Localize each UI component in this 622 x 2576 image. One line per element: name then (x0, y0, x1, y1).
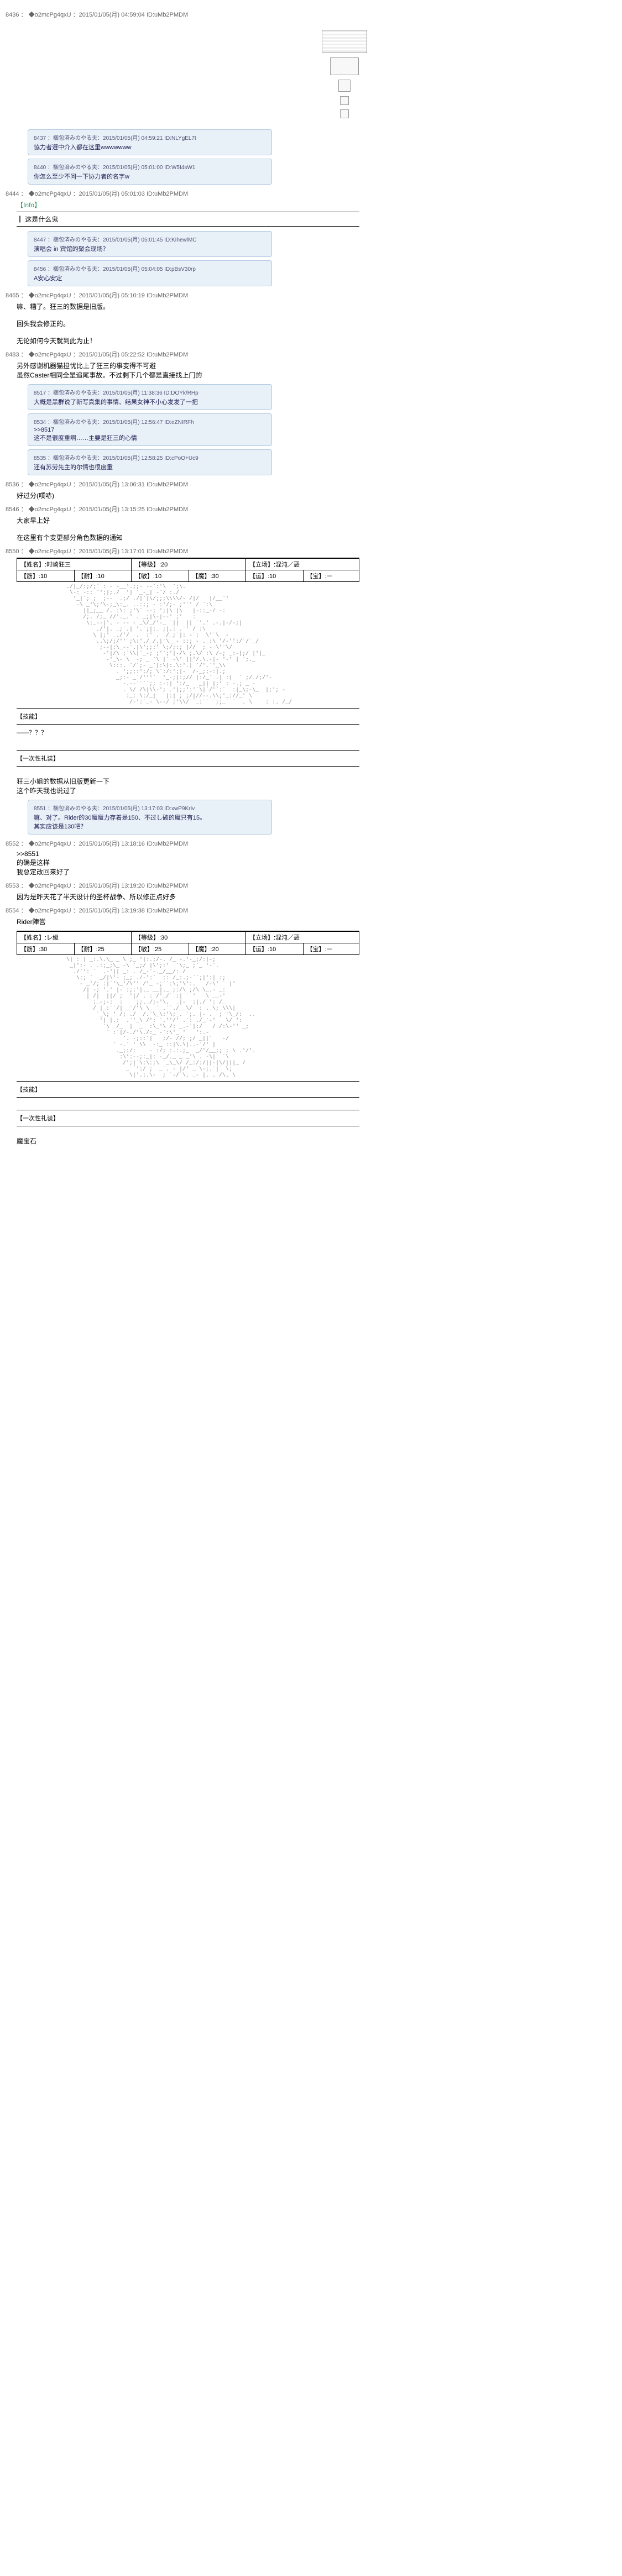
reply-box: 8517 ：梱包済みのやる夫：2015/01/05(月) 11:38:36 ID… (28, 384, 272, 410)
block-icon (330, 57, 359, 75)
post-header: 8483 ： ◆o2mcPg4qxU ：2015/01/05(月) 05:22:… (6, 350, 622, 359)
divider (17, 1097, 359, 1098)
reply-header: 8437 ：梱包済みのやる夫：2015/01/05(月) 04:59:21 ID… (34, 133, 266, 141)
stat-cell: 【耐】:25 (74, 943, 132, 955)
stat-side: 【立场】:混沌／恶 (246, 931, 359, 943)
divider (17, 750, 359, 751)
stat-cell: 【运】:10 (246, 570, 304, 582)
reply-header: 8551 ：梱包済みのやる夫：2015/01/05(月) 13:17:03 ID… (34, 804, 266, 812)
stat-name: 【姓名】:时崎狂三 (17, 558, 132, 570)
reply-header: 8517 ：梱包済みのやる夫：2015/01/05(月) 11:38:36 ID… (34, 388, 266, 396)
post-body: 因为是昨天花了半天设计的圣杯战争、所以修正点好多 (17, 892, 622, 901)
stat-cell: 【魔】:20 (189, 943, 246, 955)
footer-text: 狂三小姐的数据从旧版更新一下这个昨天我也说过了 (17, 777, 622, 795)
stat-cell: 【敏】:25 (132, 943, 189, 955)
reply-box: 8437 ：梱包済みのやる夫：2015/01/05(月) 04:59:21 ID… (28, 129, 272, 155)
reply-box: 8551 ：梱包済みのやる夫：2015/01/05(月) 13:17:03 ID… (28, 800, 272, 835)
reply-box: 8535 ：梱包済みのやる夫：2015/01/05(月) 12:58:25 ID… (28, 449, 272, 475)
stat-name: 【姓名】:レ级 (17, 931, 132, 943)
post-header: 8436 ： ◆o2mcPg4qxU ：2015/01/05(月) 04:59:… (6, 10, 622, 19)
post-header: 8536 ： ◆o2mcPg4qxU ：2015/01/05(月) 13:06:… (6, 480, 622, 489)
reply-header: 8456 ：梱包済みのやる夫：2015/01/05(月) 05:04:05 ID… (34, 264, 266, 272)
reply-box: 8440 ：梱包済みのやる夫：2015/01/05(月) 05:01:00 ID… (28, 159, 272, 185)
info-text: ┃ 这是什么鬼 (17, 214, 622, 224)
post-header: 8554 ： ◆o2mcPg4qxU ：2015/01/05(月) 13:19:… (6, 906, 622, 915)
post-body: Rider陣営 (17, 917, 622, 926)
post-body: >>8551的确是这样我总定改回来好了 (17, 850, 622, 877)
reply-body: 演唱会 in 宾馆的聚会现场？ (34, 244, 266, 253)
stat-side: 【立场】:混沌／恶 (246, 558, 359, 570)
stat-cell: 【筋】:10 (17, 570, 75, 582)
post-header: 8465 ： ◆o2mcPg4qxU ：2015/01/05(月) 05:10:… (6, 291, 622, 300)
reply-body: 还有苏劳先主的尔情也很度重 (34, 463, 266, 471)
reply-body: 你怎么至少不问一下协力者的名字w (34, 172, 266, 181)
divider (17, 1081, 359, 1082)
info-tag: 【Info】 (17, 201, 41, 209)
divider (17, 708, 359, 709)
treasure-label: 【一次性礼装】 (17, 754, 622, 763)
reply-body: A安心安定 (34, 274, 266, 282)
stats-block: 【姓名】:时崎狂三【等级】:20【立场】:混沌／恶【筋】:10【耐】:10【敏】… (17, 558, 622, 795)
stat-cell: 【耐】:10 (74, 570, 132, 582)
post-header: 8444 ： ◆o2mcPg4qxU ：2015/01/05(月) 05:01:… (6, 189, 622, 198)
divider (17, 226, 359, 227)
reply-body: >>8517这不是很度重啊……主要是狂三的心情 (34, 427, 266, 442)
reply-body: 大概是黑群说了新写真集的事情、结果女神不小心发发了一把 (34, 397, 266, 406)
stat-cell: 【敏】:10 (132, 570, 189, 582)
skill-text: ――？？？ (17, 728, 622, 737)
post-body: 好过分(噗哧) (17, 491, 622, 500)
post-header: 8550 ： ◆o2mcPg4qxU ：2015/01/05(月) 13:17:… (6, 547, 622, 555)
divider (17, 724, 359, 725)
stat-cell: 【筋】:30 (17, 943, 75, 955)
stat-cell: 【运】:10 (246, 943, 304, 955)
stat-table: 【姓名】:レ级【等级】:30【立场】:混沌／恶【筋】:30【耐】:25【敏】:2… (17, 931, 359, 955)
stat-cell: 【宝】:－ (303, 570, 359, 582)
post-header: 8552 ： ◆o2mcPg4qxU ：2015/01/05(月) 13:18:… (6, 839, 622, 848)
skill-label: 【技能】 (17, 1085, 622, 1094)
post-body: 大家早上好在这里有个变更部分角色数据的通知 (17, 516, 622, 542)
reply-box: 8447 ：梱包済みのやる夫：2015/01/05(月) 05:01:45 ID… (28, 231, 272, 257)
reply-box: 8534 ：梱包済みのやる夫：2015/01/05(月) 12:56:47 ID… (28, 413, 272, 446)
stat-level: 【等级】:20 (132, 558, 246, 570)
reply-body: 協力者選中介入都在这里wwwwwww (34, 143, 266, 151)
reply-header: 8440 ：梱包済みのやる夫：2015/01/05(月) 05:01:00 ID… (34, 162, 266, 171)
block-icon (340, 109, 349, 118)
reply-box: 8456 ：梱包済みのやる夫：2015/01/05(月) 05:04:05 ID… (28, 260, 272, 286)
skill-label: 【技能】 (17, 712, 622, 721)
post-header: 8553 ： ◆o2mcPg4qxU ：2015/01/05(月) 13:19:… (6, 881, 622, 890)
post-header: 8546 ： ◆o2mcPg4qxU ：2015/01/05(月) 13:15:… (6, 505, 622, 513)
decorative-blocks (61, 30, 622, 118)
ascii-art: \| : | _:.\.\_ _ \ ;_ '|:.;/-. /_ -.'-_;… (17, 957, 622, 1079)
post-body: 嘛、糟了。狂三的数据是旧版。回头我会修正的。无论如何今天就到此为止！ (17, 302, 622, 345)
stat-cell: 【魔】:30 (189, 570, 246, 582)
post-body: 【Info】 ┃ 这是什么鬼 (17, 200, 622, 227)
block-icon (322, 30, 367, 53)
block-icon (340, 96, 349, 105)
reply-body: 嘛、对了。Rider的30魔魔力存着是150、不过し破的魔只有15。其实应该是1… (34, 813, 266, 831)
treasure-label: 【一次性礼装】 (17, 1114, 622, 1122)
block-icon (338, 80, 351, 92)
stat-table: 【姓名】:时崎狂三【等级】:20【立场】:混沌／恶【筋】:10【耐】:10【敏】… (17, 558, 359, 582)
stat-cell: 【宝】:－ (303, 943, 359, 955)
reply-header: 8534 ：梱包済みのやる夫：2015/01/05(月) 12:56:47 ID… (34, 417, 266, 426)
ascii-art: ./|_/:;/;` : - -__'.;;- --`:'\ `;\. \-: … (17, 584, 622, 706)
stats-block: 【姓名】:レ级【等级】:30【立场】:混沌／恶【筋】:30【耐】:25【敏】:2… (17, 931, 622, 1146)
reply-header: 8447 ：梱包済みのやる夫：2015/01/05(月) 05:01:45 ID… (34, 235, 266, 243)
stat-level: 【等级】:30 (132, 931, 246, 943)
reply-header: 8535 ：梱包済みのやる夫：2015/01/05(月) 12:58:25 ID… (34, 453, 266, 461)
footer-text: 魔宝石 (17, 1136, 622, 1146)
post-body: 另外感谢机器猫担忧比上了狂三的事变得不可避虽然Caster相同全是追尾事故。不过… (17, 361, 622, 380)
divider (17, 766, 359, 767)
